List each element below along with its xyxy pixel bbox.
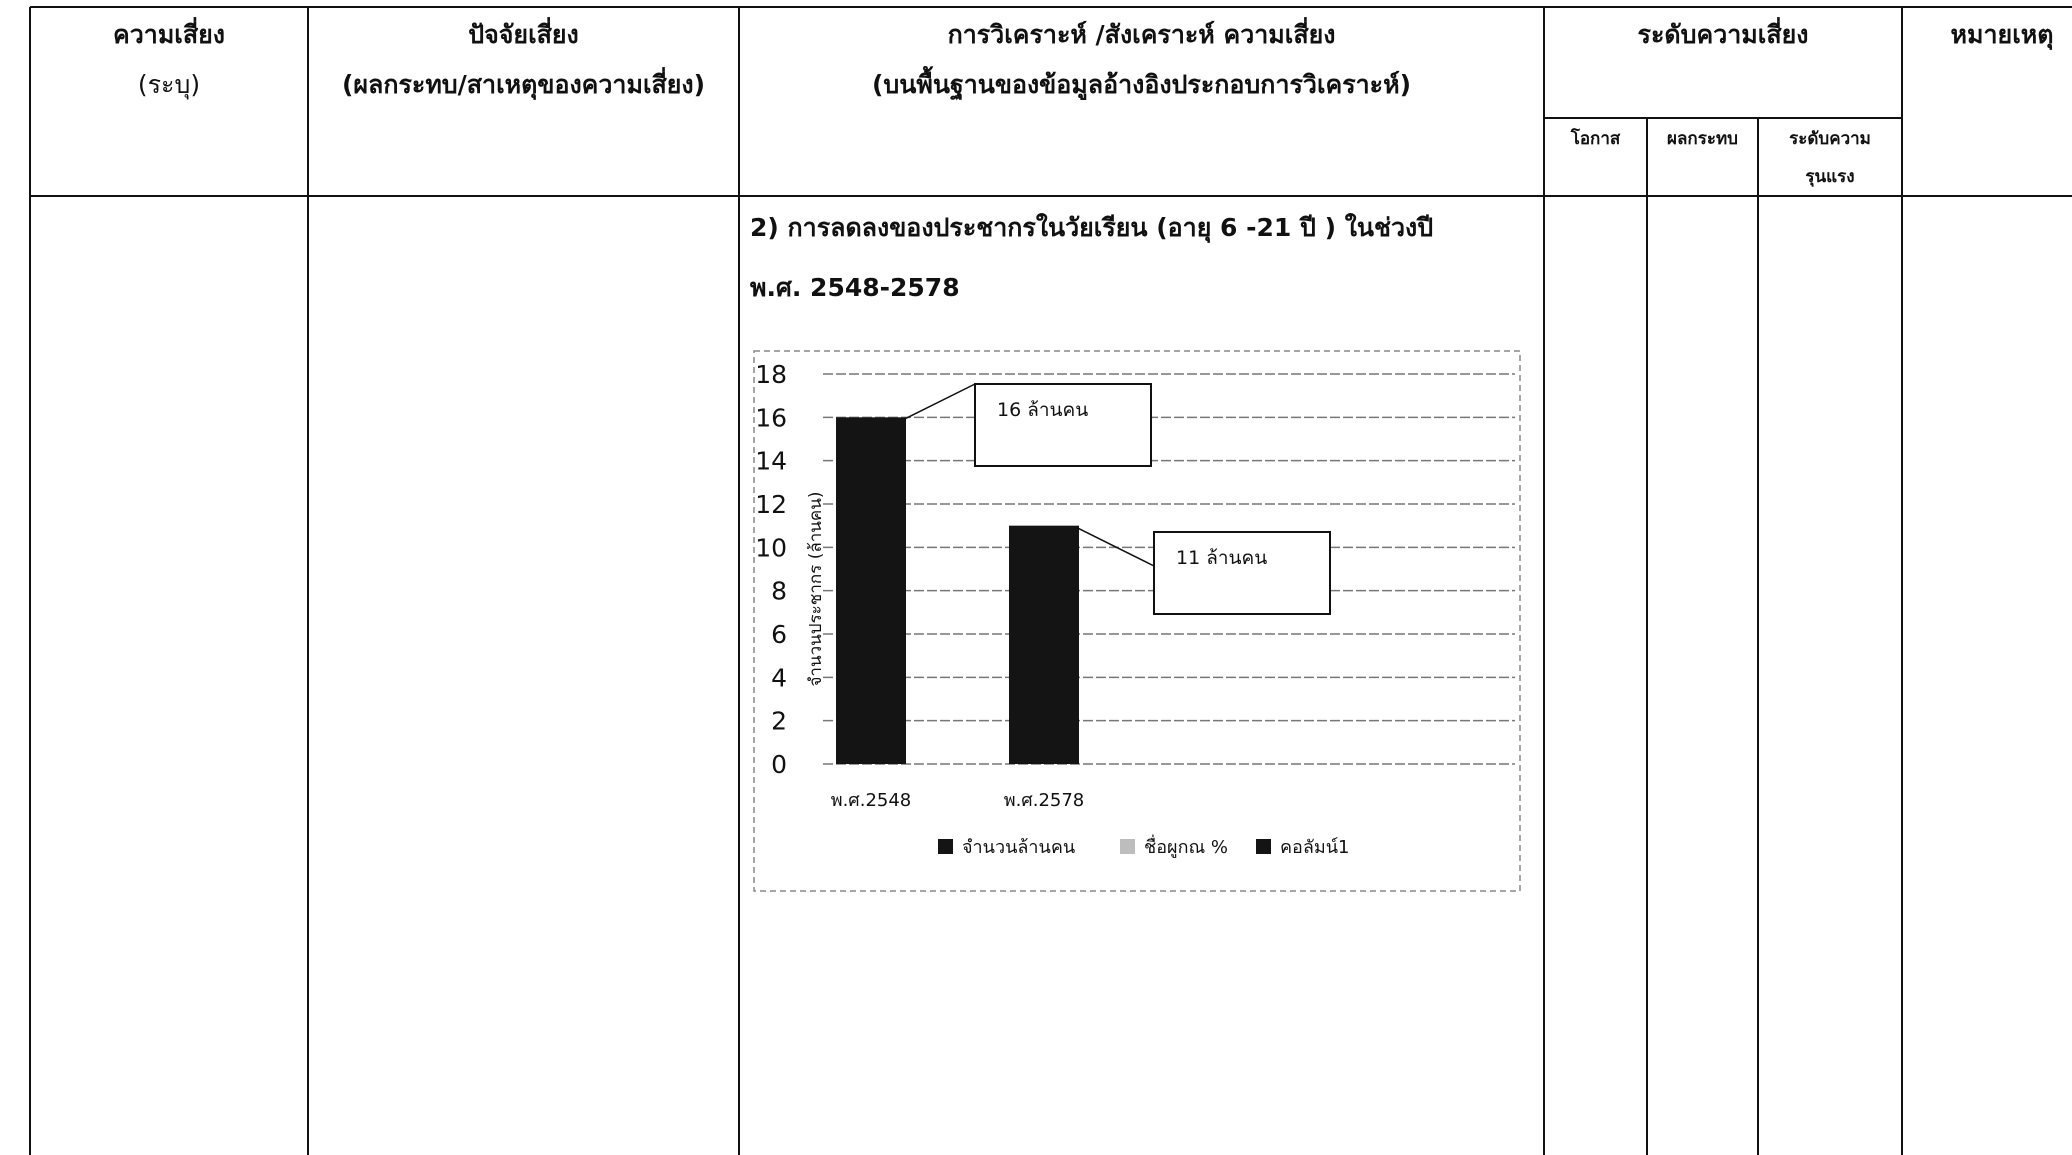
data-label-box bbox=[1153, 531, 1331, 615]
legend-swatch bbox=[938, 839, 953, 854]
y-tick-label: 2 bbox=[771, 707, 787, 736]
y-tick-label: 6 bbox=[771, 620, 787, 649]
analysis-intro-line1: 2) การลดลงของประชากรในวัยเรียน (อายุ 6 -… bbox=[750, 213, 1434, 242]
y-axis-label: จำนวนประชากร (ล้านคน) bbox=[806, 491, 826, 686]
legend-entry: ชื่อผูกณ % bbox=[1144, 834, 1228, 858]
y-tick-label: 8 bbox=[771, 577, 787, 606]
legend-entry: จำนวนล้านคน bbox=[962, 837, 1075, 858]
subheader-impact: ผลกระทบ bbox=[1667, 129, 1738, 149]
header-factor-title: ปัจจัยเสี่ยง bbox=[468, 20, 579, 49]
header-risk-subtitle: (ระบุ) bbox=[137, 70, 201, 99]
y-tick-label: 14 bbox=[755, 447, 787, 476]
population-bar-chart: 0 2 4 6 8 10 12 14 16 18 จำนวนประชากร (ล้านคน) 16… bbox=[753, 350, 1521, 892]
legend-swatch bbox=[1120, 839, 1135, 854]
header-factor-subtitle: (ผลกระทบ/สาเหตุของความเสี่ยง) bbox=[341, 70, 706, 99]
x-tick-label: พ.ศ.2578 bbox=[1004, 790, 1085, 811]
header-analysis: การวิเคราะห์ /สังเคราะห์ ความเสี่ยง (บนพ… bbox=[739, 10, 1544, 110]
header-analysis-subtitle: (บนพื้นฐานของข้อมูลอ้างอิงประกอบการวิเคร… bbox=[871, 70, 1412, 99]
header-risk-title: ความเสี่ยง bbox=[113, 20, 225, 49]
header-risk-factor: ปัจจัยเสี่ยง (ผลกระทบ/สาเหตุของความเสี่ย… bbox=[308, 10, 739, 110]
data-label: 16 ล้านคน bbox=[997, 399, 1088, 421]
data-label-leader bbox=[1076, 526, 1155, 567]
y-tick-label: 10 bbox=[755, 533, 787, 562]
y-tick-label: 4 bbox=[771, 663, 787, 692]
subheader-severity-line2: รุนแรง bbox=[1805, 167, 1855, 187]
data-label-box bbox=[974, 383, 1152, 467]
chart-frame bbox=[753, 350, 1521, 892]
y-tick-label: 12 bbox=[755, 490, 787, 519]
analysis-intro: 2) การลดลงของประชากรในวัยเรียน (อายุ 6 -… bbox=[750, 198, 1540, 318]
bar bbox=[836, 417, 906, 764]
bar bbox=[1009, 525, 1079, 764]
header-risk: ความเสี่ยง (ระบุ) bbox=[30, 10, 308, 110]
y-tick-label: 16 bbox=[755, 403, 787, 432]
x-tick-label: พ.ศ.2548 bbox=[831, 790, 912, 811]
header-note: หมายเหตุ bbox=[1950, 20, 2054, 49]
subheader-severity: ระดับความ รุนแรง bbox=[1758, 120, 1902, 196]
data-label-leader bbox=[903, 383, 976, 421]
y-tick-label: 0 bbox=[771, 750, 787, 779]
legend-entry: คอลัมน์1 bbox=[1280, 837, 1350, 858]
subheader-severity-line1: ระดับความ bbox=[1789, 129, 1871, 149]
header-analysis-title: การวิเคราะห์ /สังเคราะห์ ความเสี่ยง bbox=[947, 20, 1336, 49]
header-risk-level: ระดับความเสี่ยง bbox=[1637, 20, 1809, 49]
legend-swatch bbox=[1256, 839, 1271, 854]
subheader-chance: โอกาส bbox=[1570, 129, 1621, 149]
data-label: 11 ล้านคน bbox=[1176, 547, 1267, 569]
y-tick-label: 18 bbox=[755, 360, 787, 389]
analysis-intro-line2: พ.ศ. 2548-2578 bbox=[750, 273, 960, 302]
